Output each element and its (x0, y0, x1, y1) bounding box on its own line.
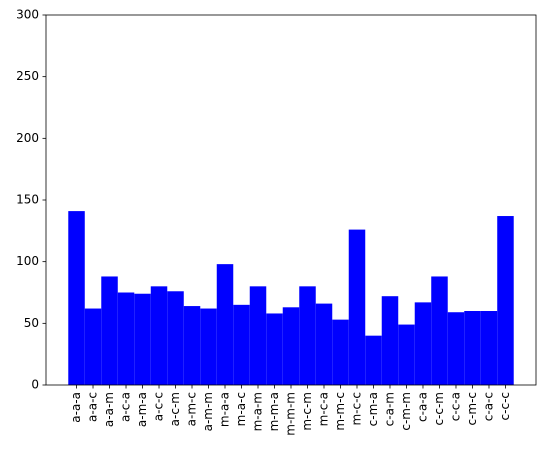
x-tick-label: m-m-c (333, 392, 347, 431)
x-tick-label: m-a-m (251, 392, 265, 431)
x-tick-label: a-m-a (135, 392, 149, 427)
bar (183, 306, 201, 385)
bar (150, 286, 168, 385)
plot-frame (45, 14, 537, 386)
x-tick-label: m-c-a (316, 392, 330, 426)
bar (414, 302, 432, 385)
x-tick-label: c-m-c (465, 392, 479, 426)
bar (134, 293, 151, 385)
y-tick-label: 150 (16, 193, 39, 207)
x-tick-label: a-c-m (168, 392, 182, 426)
x-tick-label: c-m-m (399, 392, 413, 431)
x-tick-label: m-a-c (234, 392, 248, 426)
y-tick-label: 300 (16, 8, 39, 22)
bar (233, 304, 250, 385)
x-tick-label: c-c-a (448, 392, 462, 421)
bar (381, 296, 399, 385)
x-tick-label: c-m-a (366, 392, 380, 426)
x-tick-label: m-a-a (218, 392, 232, 427)
bar (447, 312, 465, 385)
x-tick-label: a-m-m (201, 392, 215, 431)
x-tick-label: a-a-m (102, 392, 116, 427)
bar (249, 286, 267, 385)
y-tick-label: 200 (16, 131, 39, 145)
bar (332, 319, 349, 385)
bar (167, 291, 184, 385)
bar (497, 216, 514, 385)
x-tick-label: m-m-a (267, 392, 281, 431)
bar (216, 264, 234, 385)
bar (101, 276, 118, 385)
y-tick-label: 0 (31, 378, 39, 392)
bar (464, 311, 481, 385)
x-tick-label: a-c-a (119, 392, 133, 422)
bar (431, 276, 448, 385)
bar (117, 292, 135, 385)
bar (282, 307, 300, 385)
x-tick-label: a-a-a (69, 392, 83, 423)
x-tick-label: c-a-c (481, 392, 495, 421)
bar (315, 303, 333, 385)
y-tick-label: 100 (16, 254, 39, 268)
x-tick-label: a-c-c (152, 392, 166, 421)
y-tick-label: 250 (16, 69, 39, 83)
bar (398, 324, 415, 385)
x-tick-label: c-c-c (498, 392, 512, 420)
x-tick-label: c-c-m (432, 392, 446, 426)
x-tick-label: m-c-m (300, 392, 314, 431)
bar (299, 286, 316, 385)
x-tick-label: c-a-m (382, 392, 396, 426)
x-tick-label: m-m-m (284, 392, 298, 436)
bar (68, 211, 85, 385)
bar (266, 313, 283, 385)
y-tick-label: 50 (24, 316, 39, 330)
bar (200, 308, 217, 385)
x-tick-label: m-c-c (349, 392, 363, 426)
x-tick-label: c-a-a (415, 392, 429, 422)
bar (84, 308, 102, 385)
bar (480, 311, 498, 385)
bar (365, 335, 382, 385)
bar (348, 229, 366, 385)
x-tick-label: a-m-c (185, 392, 199, 426)
x-tick-label: a-a-c (86, 392, 100, 422)
